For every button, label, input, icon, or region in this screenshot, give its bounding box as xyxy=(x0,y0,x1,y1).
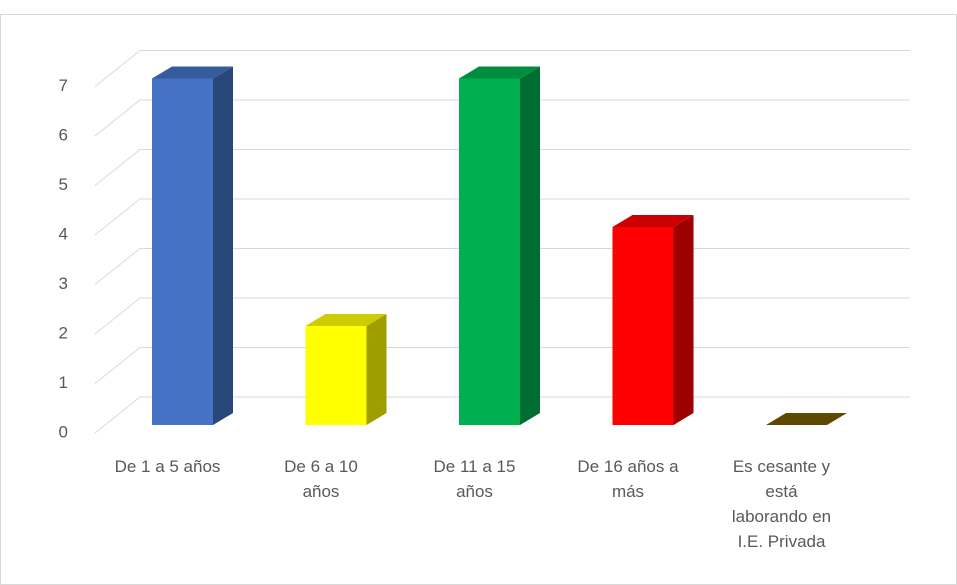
y-tick-label: 0 xyxy=(59,422,68,441)
y-tick-label: 7 xyxy=(59,76,68,95)
y-tick-label: 5 xyxy=(59,175,68,194)
x-tick-label-line: De 11 a 15 xyxy=(434,457,516,476)
x-tick-label-line: De 16 años a xyxy=(577,457,679,476)
x-tick-label: Es cesante y está laborando en I.E. Privada xyxy=(732,457,831,551)
bar-top xyxy=(459,66,540,79)
grid-line xyxy=(94,198,910,236)
bar-front xyxy=(459,78,520,425)
bar-front xyxy=(305,326,367,425)
x-tick-label-line: Es cesante y xyxy=(733,457,831,476)
x-tick-label-line: años xyxy=(456,482,493,501)
y-tick-label: 2 xyxy=(59,323,68,342)
bar-side xyxy=(213,66,233,425)
x-tick-label-line: más xyxy=(612,482,644,501)
bar-top xyxy=(152,66,233,79)
bar-side xyxy=(673,215,694,425)
x-tick-label-line: está xyxy=(765,482,798,501)
x-tick-label-line: De 6 a 10 xyxy=(284,457,358,476)
y-tick-label: 6 xyxy=(59,125,68,144)
y-tick-label: 1 xyxy=(59,373,68,392)
bar-side xyxy=(520,66,540,425)
grid-line xyxy=(94,50,910,87)
bar-side xyxy=(366,314,387,425)
bar-top xyxy=(612,215,694,227)
bar-front xyxy=(152,78,213,425)
x-tick-label-line: años xyxy=(303,482,340,501)
x-tick-label-line: laborando en xyxy=(732,507,831,526)
x-tick-label: De 16 años a más xyxy=(577,457,679,501)
grid-line xyxy=(94,99,910,137)
bar-top xyxy=(766,413,847,425)
bar-top xyxy=(305,314,387,326)
bar-front xyxy=(612,227,674,425)
grid-line xyxy=(94,149,910,186)
x-tick-label-line: I.E. Privada xyxy=(738,532,826,551)
x-tick-label: De 6 a 10 años xyxy=(284,457,358,501)
x-tick-label: De 1 a 5 años xyxy=(115,457,221,476)
y-tick-label: 3 xyxy=(59,274,68,293)
x-tick-label-line: De 1 a 5 años xyxy=(115,457,221,476)
y-tick-label: 4 xyxy=(59,224,68,243)
x-tick-label: De 11 a 15 años xyxy=(434,457,516,501)
